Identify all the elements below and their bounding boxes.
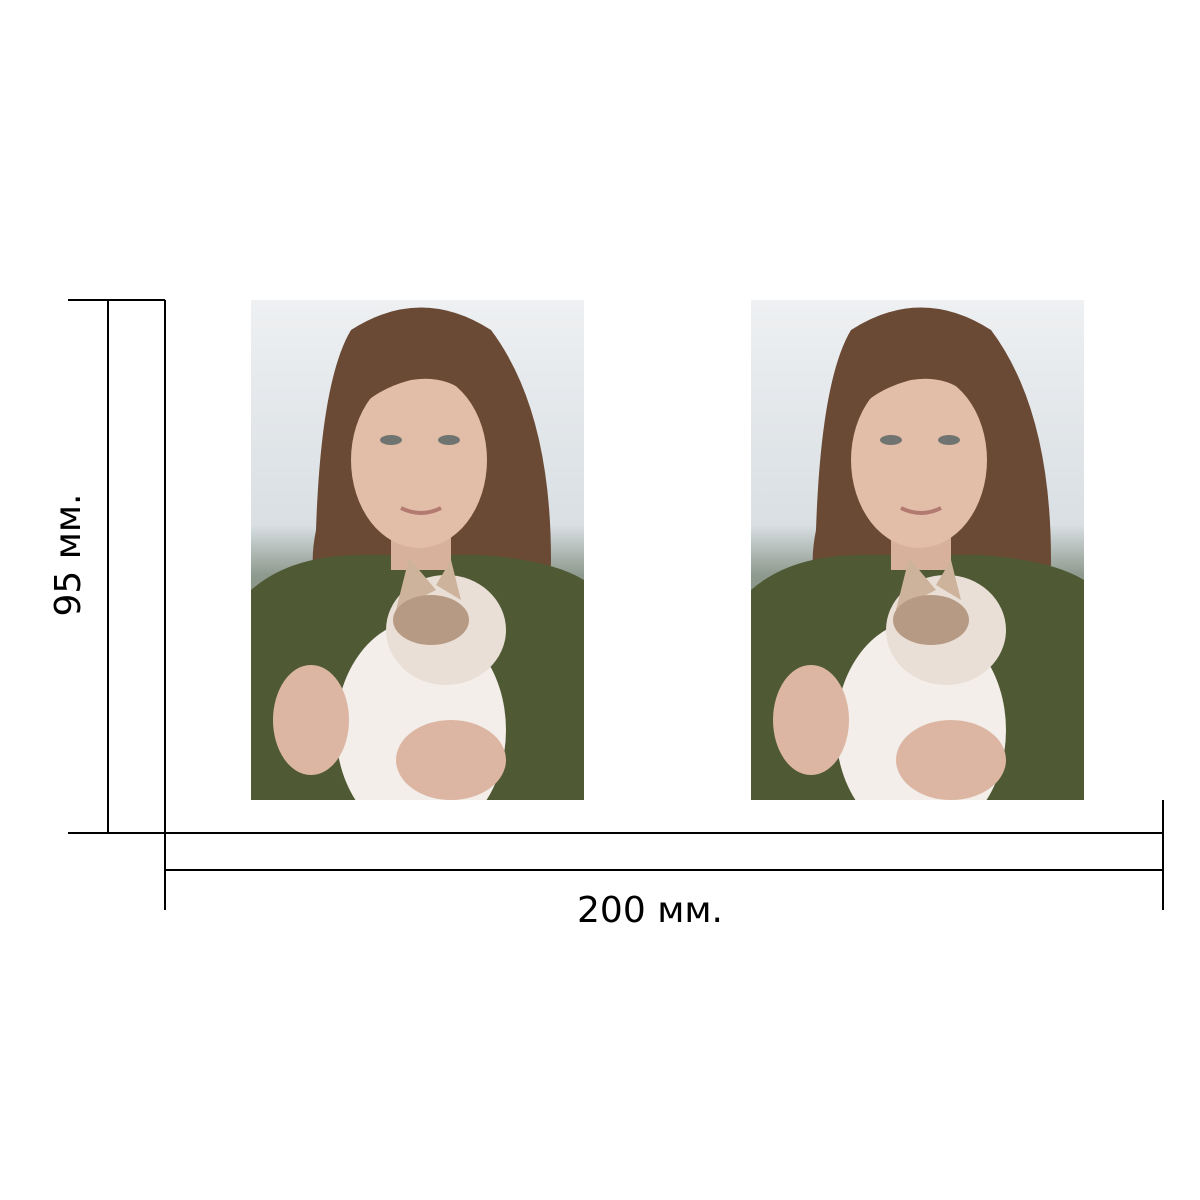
- photo-left: [251, 300, 584, 840]
- width-label: 200 мм.: [577, 890, 723, 931]
- height-label: 95 мм.: [48, 493, 89, 616]
- width-dimension: 200 мм.: [164, 800, 1164, 931]
- photo-right: [751, 300, 1084, 840]
- height-dimension: 95 мм.: [48, 299, 166, 834]
